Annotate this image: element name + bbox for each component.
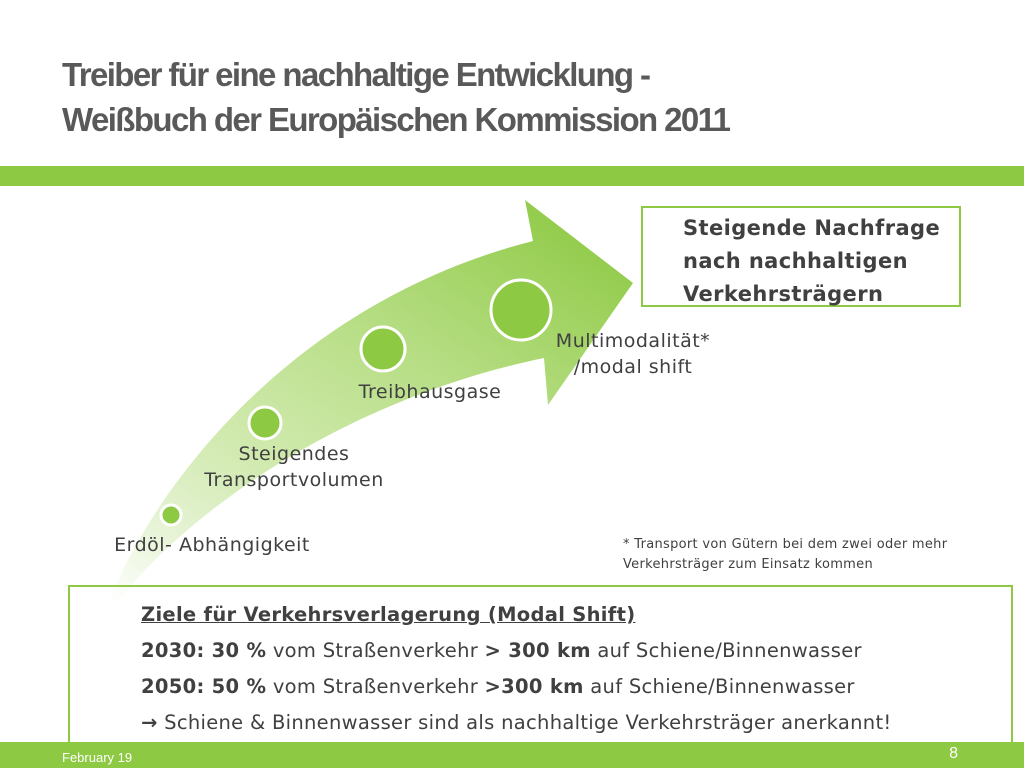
goals-heading: Ziele für Verkehrsverlagerung (Modal Shi…	[141, 603, 636, 626]
demand-line-2: nach nachhaltigen	[683, 249, 908, 273]
milestone-dot-4	[489, 278, 553, 342]
demand-line-3: Verkehrsträgern	[683, 282, 884, 306]
footer-date: February 19	[62, 750, 133, 765]
slide-title: Treiber für eine nachhaltige Entwicklung…	[62, 52, 962, 142]
milestone-dot-3	[359, 325, 407, 373]
demand-box: Steigende Nachfrage nach nachhaltigen Ve…	[641, 206, 961, 307]
demand-line-1: Steigende Nachfrage	[683, 216, 941, 240]
right-arrow-icon: →	[141, 711, 158, 734]
footnote: * Transport von Gütern bei dem zwei oder…	[623, 535, 1013, 575]
footnote-line-1: * Transport von Gütern bei dem zwei oder…	[623, 537, 948, 552]
milestone-dot-2	[247, 405, 283, 441]
goal-2050: 2050: 50 % vom Straßenverkehr >300 km au…	[141, 675, 855, 698]
milestone-dot-1	[159, 503, 183, 527]
title-line-1: Treiber für eine nachhaltige Entwicklung…	[62, 56, 651, 93]
goal-conclusion: → Schiene & Binnenwasser sind als nachha…	[141, 711, 892, 734]
footer-band	[0, 742, 1024, 768]
goal-2030: 2030: 30 % vom Straßenverkehr > 300 km a…	[141, 639, 862, 662]
page-number: 8	[949, 745, 958, 762]
milestone-label-greenhouse-gases: Treibhausgase	[358, 381, 502, 403]
footnote-line-2: Verkehrsträger zum Einsatz kommen	[623, 557, 873, 572]
goals-box	[68, 585, 1013, 755]
milestone-label-transport-volume: Steigendes Transportvolumen	[204, 443, 384, 491]
goals-content: Ziele für Verkehrsverlagerung (Modal Shi…	[141, 597, 1021, 741]
title-line-2: Weißbuch der Europäischen Kommission 201…	[62, 101, 731, 138]
header-accent-band	[0, 166, 1024, 186]
arrow-shape	[98, 200, 633, 628]
milestone-label-oil-dependency: Erdöl- Abhängigkeit	[114, 534, 310, 556]
milestone-label-multimodality: Multimodalität* /modal shift	[555, 330, 711, 378]
